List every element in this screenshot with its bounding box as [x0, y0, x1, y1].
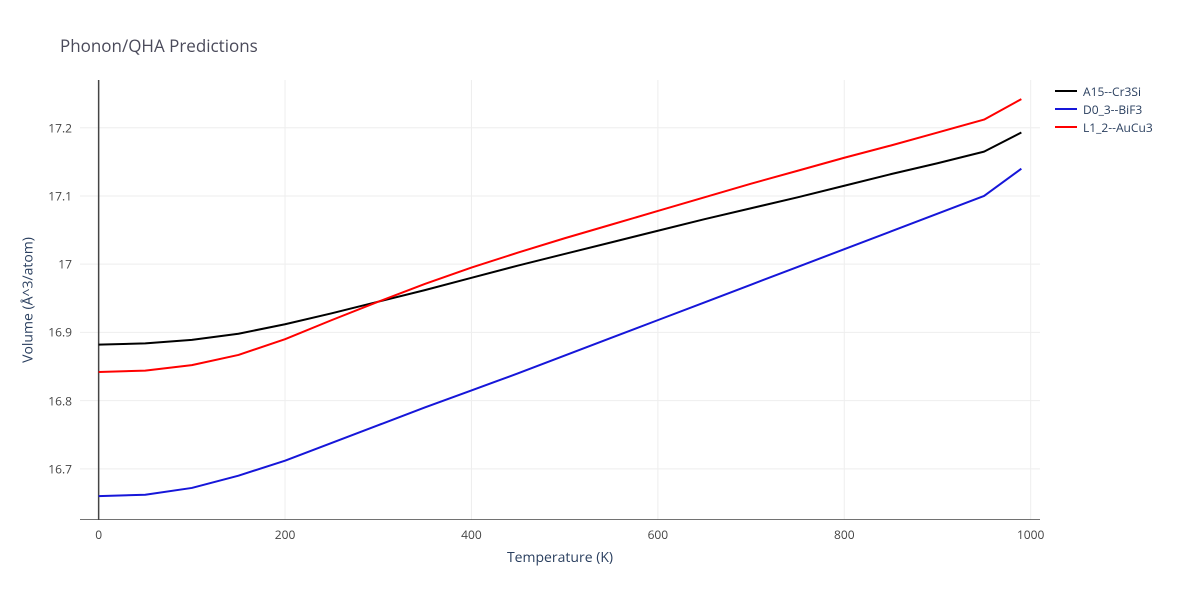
y-tick-label: 16.8 [48, 392, 72, 409]
y-tick-label: 17 [58, 256, 72, 273]
x-tick-label: 800 [834, 526, 855, 543]
y-tick-label: 17.2 [48, 119, 72, 136]
x-tick-label: 1000 [1017, 526, 1044, 543]
series-line[interactable] [99, 99, 1022, 372]
legend-swatch [1055, 108, 1077, 110]
y-tick-label: 16.7 [48, 460, 72, 477]
x-tick-label: 200 [275, 526, 296, 543]
series-line[interactable] [99, 133, 1022, 345]
x-tick-label: 0 [95, 526, 102, 543]
legend-item[interactable]: L1_2--AuCu3 [1055, 118, 1153, 136]
legend: A15--Cr3SiD0_3--BiF3L1_2--AuCu3 [1055, 82, 1153, 136]
x-tick-label: 600 [648, 526, 669, 543]
x-tick-label: 400 [461, 526, 482, 543]
y-tick-label: 16.9 [48, 324, 72, 341]
legend-swatch [1055, 126, 1077, 128]
chart-title: Phonon/QHA Predictions [60, 34, 258, 57]
plot-area [80, 80, 1040, 520]
y-axis-label: Volume (Å^3/atom) [19, 237, 38, 363]
legend-label: L1_2--AuCu3 [1083, 119, 1153, 136]
legend-swatch [1055, 90, 1077, 92]
y-tick-label: 17.1 [48, 187, 72, 204]
legend-label: A15--Cr3Si [1083, 83, 1141, 100]
legend-item[interactable]: D0_3--BiF3 [1055, 100, 1153, 118]
legend-label: D0_3--BiF3 [1083, 101, 1142, 118]
chart-container: Phonon/QHA Predictions 0 200 400 600 800 1000… [0, 0, 1200, 600]
x-axis-label: Temperature (K) [507, 548, 613, 567]
legend-item[interactable]: A15--Cr3Si [1055, 82, 1153, 100]
